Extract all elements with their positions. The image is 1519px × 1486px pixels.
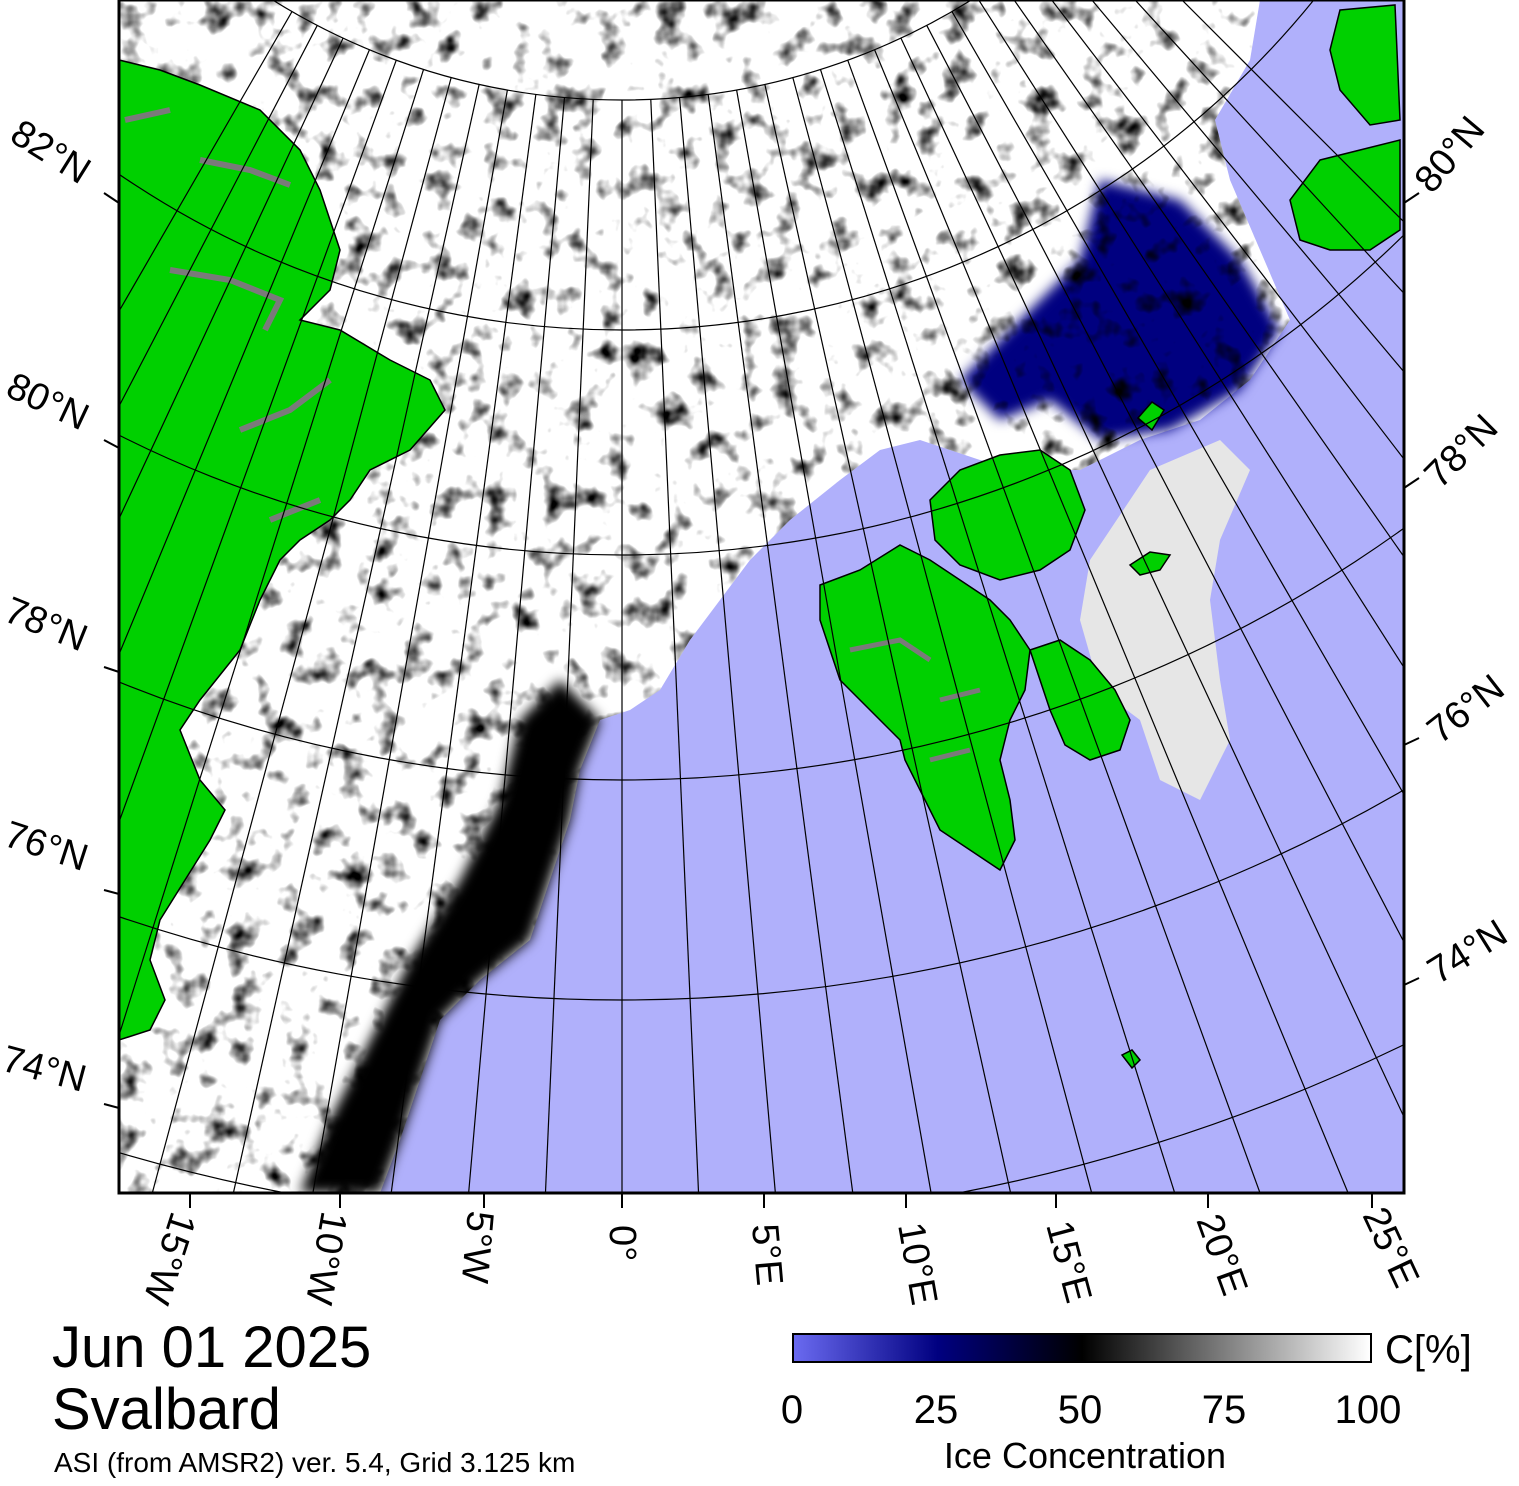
lon-label-25e: 25°E: [1354, 1201, 1427, 1294]
lon-label-5e: 5°E: [743, 1222, 790, 1287]
lon-label-10w: 10°W: [297, 1208, 355, 1307]
meridian-line: [764, 84, 1012, 1193]
greenland-fjord: [124, 107, 332, 523]
data-source: ASI (from AMSR2) ver. 5.4, Grid 3.125 km: [54, 1447, 576, 1478]
lat-label-left-80: 80°N: [0, 365, 95, 439]
frame-tick: [1403, 477, 1420, 489]
meridian-line: [707, 94, 854, 1193]
lat-label-left-82: 82°N: [3, 112, 97, 193]
meridian-line: [1181, 0, 1404, 223]
map-date: Jun 01 2025: [52, 1315, 372, 1380]
colorbar-tick-0: 0: [780, 1388, 804, 1432]
svalbard-kvitoya: [1136, 401, 1166, 432]
frame-tick: [103, 439, 120, 449]
meridian-line: [151, 77, 452, 1193]
frame-tick: [103, 192, 120, 204]
kong-karls-land: [1128, 551, 1172, 576]
frame-tick: [1403, 192, 1420, 204]
meridian-line: [468, 97, 566, 1193]
lon-label-5w: 5°W: [453, 1209, 501, 1285]
frame-tick: [103, 666, 120, 673]
meridian-line: [390, 94, 537, 1193]
meridian-line: [847, 59, 1261, 1193]
svalbard-nordaustlandet: [929, 449, 1086, 581]
meridian-line: [819, 69, 1176, 1193]
meridian-line: [678, 97, 776, 1193]
lon-label-15e: 15°E: [1037, 1216, 1099, 1307]
meridian-line: [119, 69, 425, 1038]
colorbar: [792, 1333, 1372, 1363]
frame-ticks: [103, 192, 1420, 1208]
meridian-line: [736, 89, 932, 1193]
meridian-line: [1091, 0, 1404, 373]
lon-label-10e: 10°E: [889, 1219, 945, 1308]
colorbar-tick-50: 50: [1057, 1388, 1103, 1432]
meridian-line: [978, 0, 1404, 669]
frame-tick: [103, 889, 120, 895]
map-region: Svalbard: [52, 1377, 281, 1442]
meridian-line: [232, 84, 480, 1193]
lat-label-right-80: 80°N: [1407, 109, 1494, 201]
meridian-line: [312, 89, 508, 1193]
frame-tick: [1403, 737, 1420, 746]
lat-label-left-76: 76°N: [0, 814, 93, 880]
meridian-line: [650, 99, 700, 1193]
lat-label-right-76: 76°N: [1420, 667, 1513, 752]
meridian-line: [1134, 0, 1404, 295]
colorbar-tick-100: 100: [1334, 1388, 1402, 1432]
meridian-line: [119, 59, 397, 824]
graticule-lines: [119, 0, 1404, 1193]
lat-label-right-78: 78°N: [1417, 407, 1507, 497]
lat-label-left-78: 78°N: [0, 589, 93, 660]
spitsbergen-fjord: [849, 637, 981, 763]
greenland-landmass: [119, 59, 446, 1041]
meridian-line: [119, 25, 318, 408]
frame-tick: [103, 1103, 120, 1109]
colorbar-tick-25: 25: [913, 1388, 959, 1432]
lon-label-20e: 20°E: [1188, 1209, 1256, 1301]
meridian-line: [119, 37, 344, 521]
lat-label-left-74: 74°N: [0, 1038, 91, 1101]
bjornoya: [1120, 1049, 1142, 1070]
meridian-line: [544, 99, 594, 1193]
meridian-line: [874, 49, 1349, 1193]
svalbard-spitsbergen: [819, 544, 1031, 872]
meridian-line: [926, 25, 1404, 944]
meridian-line: [119, 11, 293, 313]
colorbar-unit: C[%]: [1385, 1328, 1472, 1372]
lat-label-right-74: 74°N: [1421, 912, 1515, 993]
lon-label-15w: 15°W: [135, 1207, 204, 1309]
meridian-line: [1050, 0, 1404, 461]
sea-ice-east: [1080, 440, 1250, 800]
map-frame: [117, 0, 1406, 1195]
colorbar-title: Ice Concentration: [943, 1435, 1227, 1476]
meridian-line: [119, 49, 370, 656]
meridian-line: [1013, 0, 1404, 558]
meridian-line: [900, 37, 1404, 1119]
lon-label-0: 0°: [601, 1225, 643, 1261]
ice-concentration-texture: [119, 0, 1290, 1193]
meridian-line: [951, 11, 1404, 796]
franz-josef-land: [1289, 4, 1401, 251]
colorbar-tick-75: 75: [1201, 1388, 1247, 1432]
frame-tick: [1403, 977, 1420, 986]
meridian-line: [792, 77, 1093, 1193]
